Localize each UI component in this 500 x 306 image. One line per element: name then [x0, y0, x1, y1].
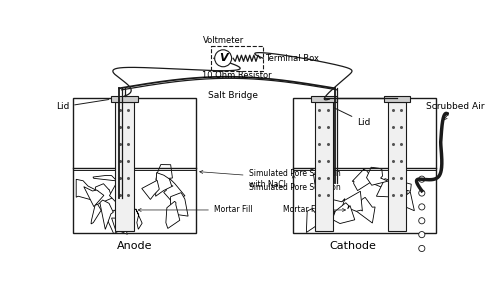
Polygon shape: [110, 180, 132, 203]
Text: Simulated Pore Solution
with NaCl: Simulated Pore Solution with NaCl: [200, 169, 340, 188]
Text: Scrubbed Air: Scrubbed Air: [426, 102, 484, 120]
Polygon shape: [156, 165, 172, 180]
Polygon shape: [136, 209, 142, 229]
Circle shape: [214, 50, 232, 67]
Polygon shape: [164, 179, 185, 200]
Polygon shape: [394, 180, 411, 192]
Circle shape: [418, 204, 425, 210]
Circle shape: [418, 176, 425, 182]
Circle shape: [418, 218, 425, 224]
Polygon shape: [323, 200, 336, 225]
Bar: [311, 96, 337, 102]
Bar: [73, 98, 196, 233]
Bar: [388, 102, 406, 231]
Text: Lid: Lid: [326, 104, 370, 127]
Circle shape: [418, 190, 425, 196]
Bar: [315, 102, 333, 231]
Polygon shape: [142, 180, 160, 200]
Polygon shape: [332, 203, 355, 224]
Polygon shape: [306, 209, 324, 233]
Bar: [116, 102, 134, 231]
Text: Salt Bridge: Salt Bridge: [208, 91, 258, 100]
Polygon shape: [352, 169, 374, 191]
Polygon shape: [170, 192, 188, 216]
Text: V: V: [219, 53, 228, 63]
Polygon shape: [84, 187, 104, 207]
Polygon shape: [107, 210, 128, 233]
Bar: [211, 46, 263, 71]
Text: 10 Ohm Resistor: 10 Ohm Resistor: [202, 71, 272, 80]
Polygon shape: [96, 184, 112, 205]
Text: Mortar Fill: Mortar Fill: [138, 205, 252, 215]
Polygon shape: [166, 201, 180, 229]
Text: Simulated Pore Solution: Simulated Pore Solution: [248, 175, 340, 192]
Polygon shape: [76, 179, 98, 200]
Text: Anode: Anode: [117, 241, 152, 251]
Text: Terminal Box: Terminal Box: [266, 54, 320, 63]
Polygon shape: [93, 175, 117, 181]
Polygon shape: [376, 179, 394, 201]
Circle shape: [418, 245, 425, 252]
Polygon shape: [156, 173, 173, 196]
Polygon shape: [316, 187, 328, 207]
Text: Lid: Lid: [56, 99, 108, 111]
Polygon shape: [400, 187, 414, 211]
Polygon shape: [314, 172, 331, 193]
Polygon shape: [112, 218, 128, 234]
Polygon shape: [91, 201, 101, 224]
Polygon shape: [350, 197, 375, 223]
Bar: [384, 96, 410, 102]
Text: Mortar Fill: Mortar Fill: [283, 205, 346, 215]
Polygon shape: [338, 191, 362, 211]
Text: Cathode: Cathode: [330, 241, 376, 251]
Bar: [293, 98, 436, 233]
Polygon shape: [324, 199, 345, 215]
Text: Voltmeter: Voltmeter: [202, 36, 244, 45]
Bar: [112, 96, 138, 102]
Polygon shape: [374, 176, 396, 194]
Polygon shape: [100, 200, 114, 230]
Circle shape: [418, 232, 425, 238]
Polygon shape: [366, 167, 388, 185]
